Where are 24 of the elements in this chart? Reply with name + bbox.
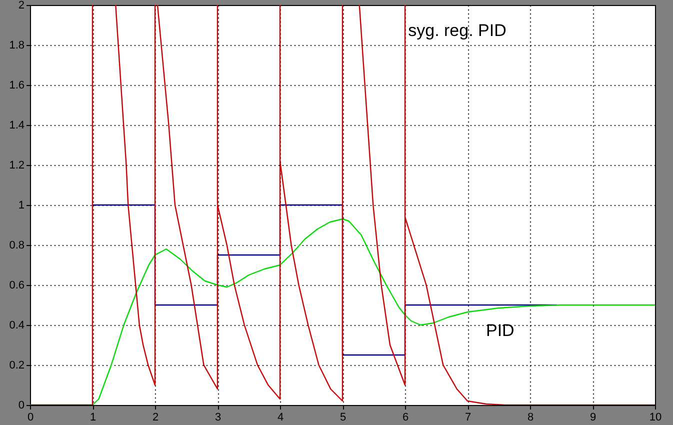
annotation: syg. reg. PID — [408, 21, 506, 40]
x-tick-label: 0 — [27, 412, 34, 424]
x-tick-label: 4 — [277, 412, 284, 424]
x-tick-label: 8 — [527, 412, 534, 424]
x-tick-label: 1 — [90, 412, 96, 424]
x-tick-label: 10 — [649, 412, 662, 424]
y-tick-label: 0.4 — [9, 320, 24, 332]
y-tick-label: 0 — [18, 400, 24, 412]
y-tick-label: 0.6 — [9, 280, 24, 292]
x-tick-label: 7 — [464, 412, 472, 424]
y-tick-label: 2 — [18, 0, 24, 12]
y-tick-label: 1.2 — [9, 160, 24, 172]
x-tick-label: 5 — [340, 412, 346, 424]
y-tick-label: 0.2 — [9, 360, 24, 372]
annotation: PID — [486, 321, 514, 340]
x-tick-label: 3 — [214, 412, 222, 424]
y-tick-label: 1.8 — [9, 40, 24, 52]
y-tick-label: 1.4 — [9, 120, 24, 132]
y-tick-label: 1.6 — [9, 80, 24, 92]
x-tick-label: 2 — [152, 412, 159, 424]
x-tick-label: 9 — [590, 412, 596, 424]
y-tick-label: 1 — [18, 200, 24, 212]
y-tick-label: 0.8 — [9, 240, 24, 252]
x-tick-label: 6 — [402, 412, 409, 424]
